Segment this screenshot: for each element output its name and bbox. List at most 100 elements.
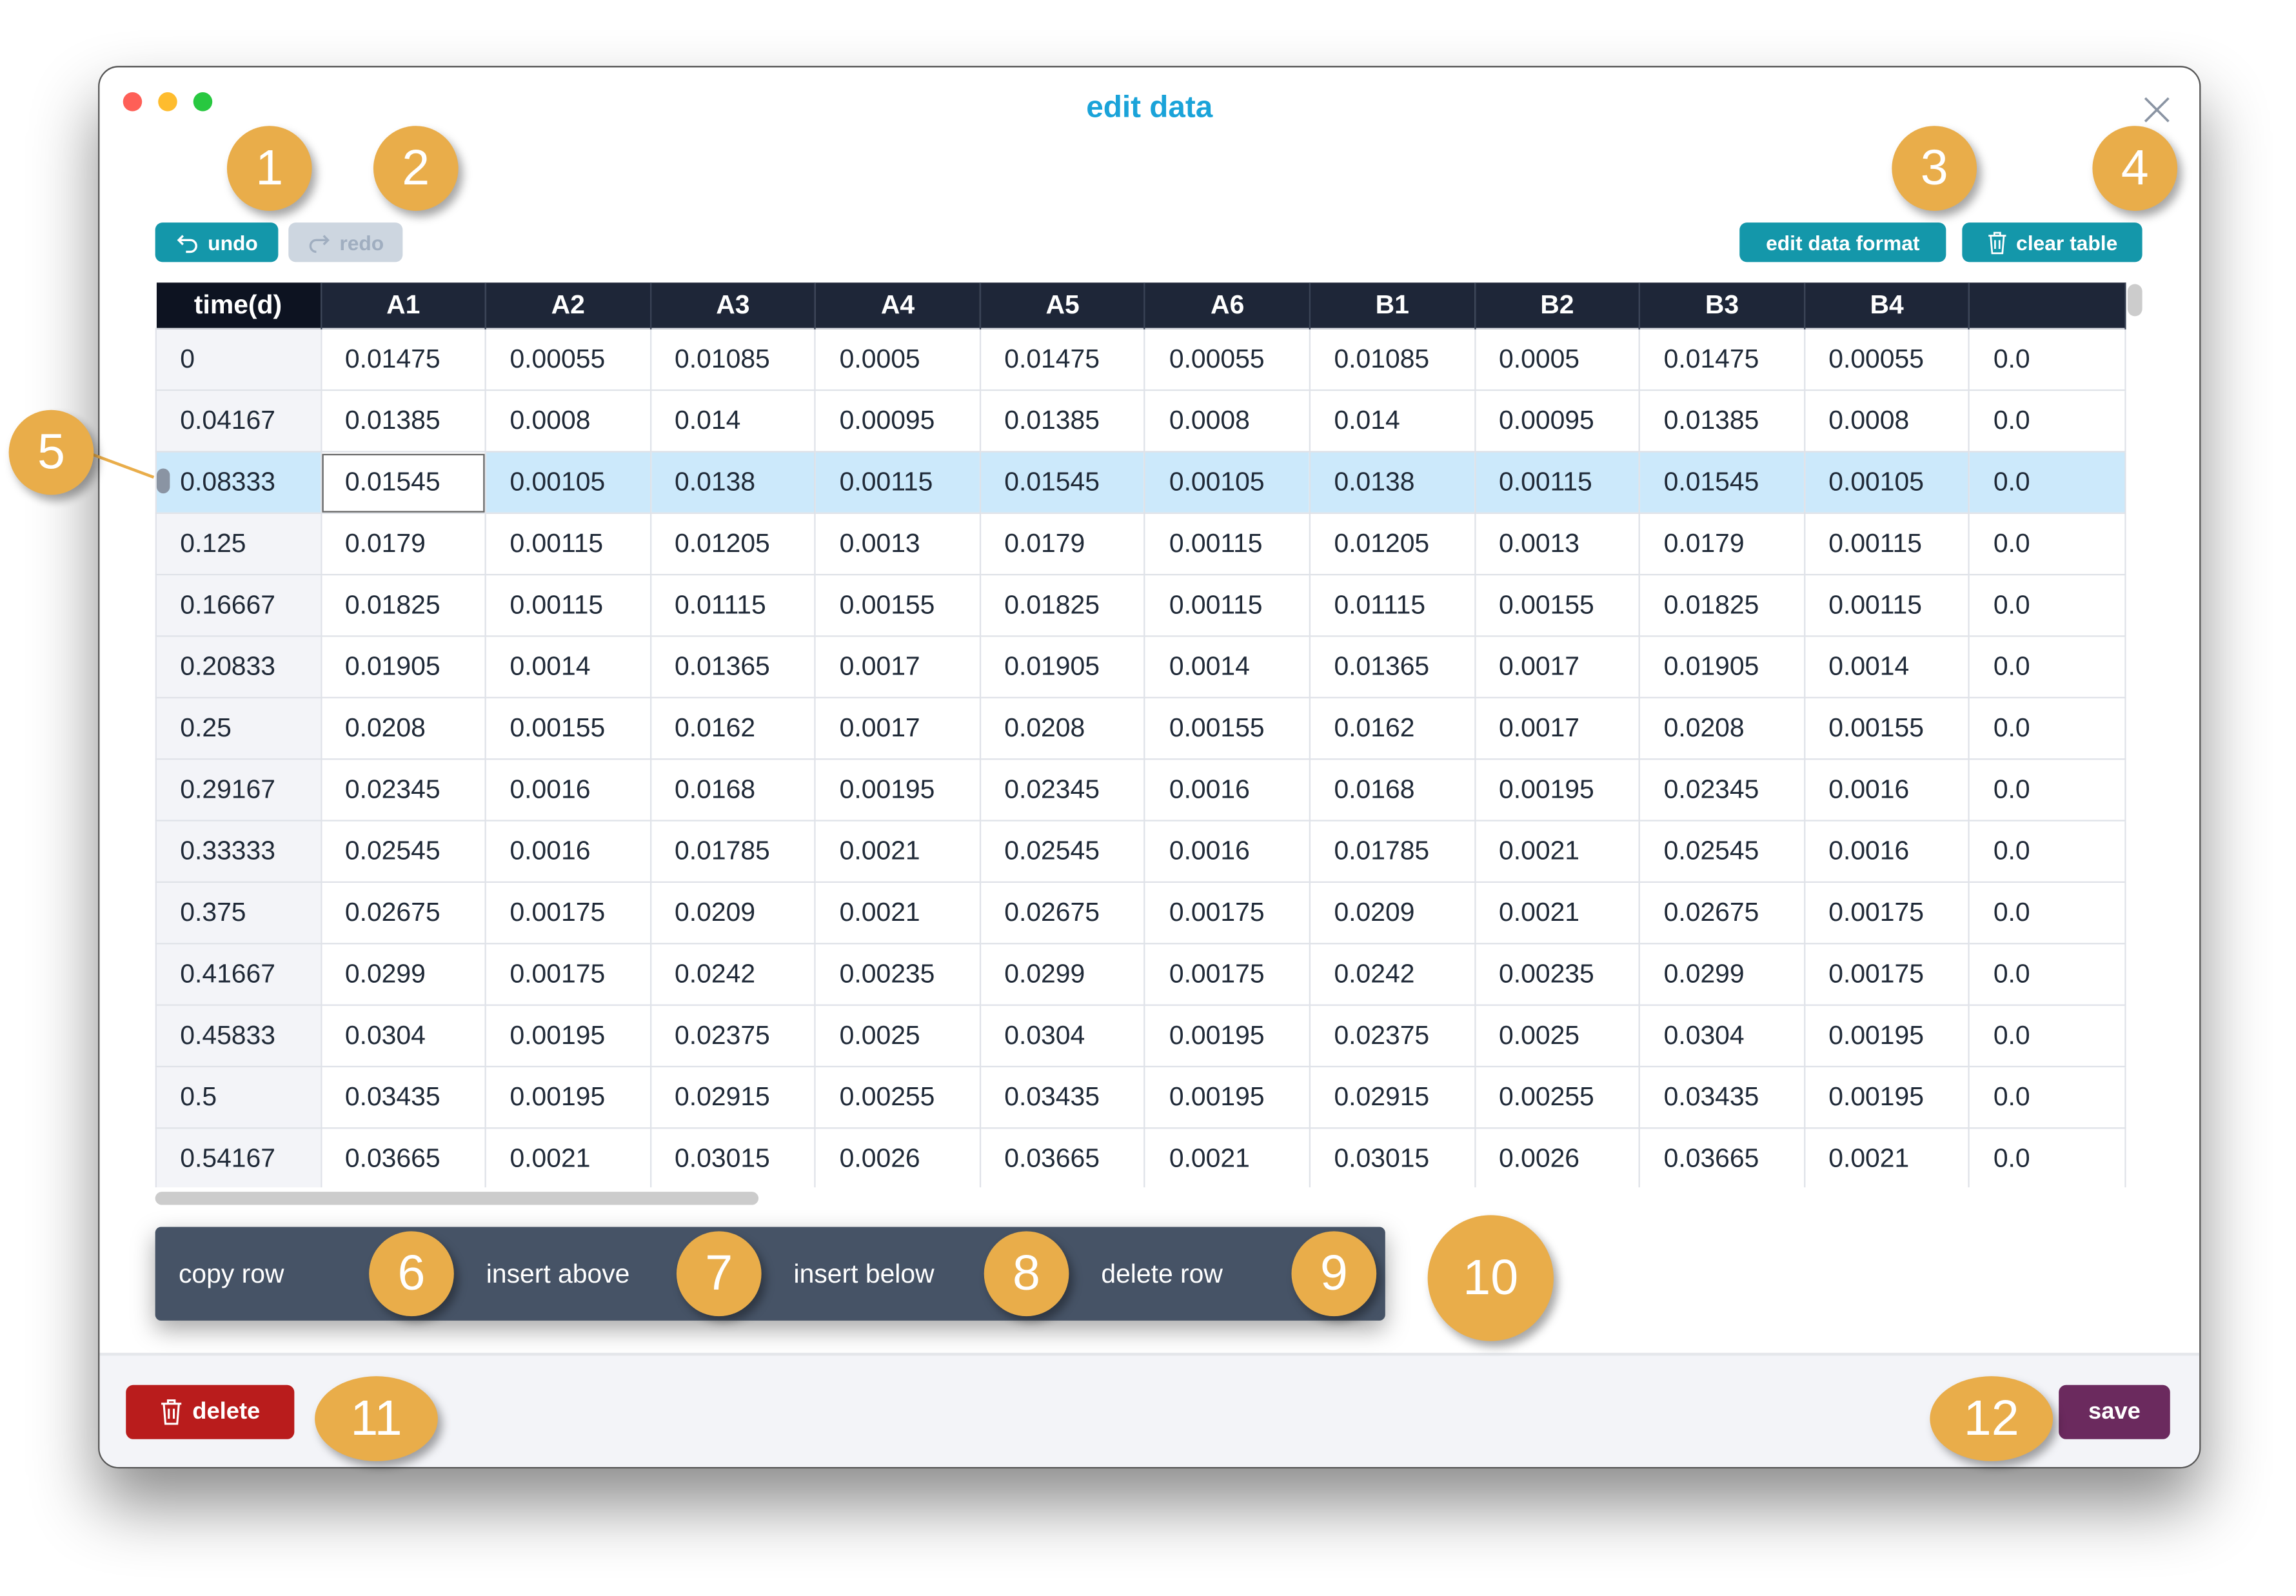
- data-cell[interactable]: 0.0017: [815, 696, 981, 760]
- delete-button[interactable]: delete: [126, 1384, 295, 1439]
- data-cell[interactable]: 0.0021: [1803, 1127, 1970, 1188]
- data-cell[interactable]: 0.00255: [1474, 1065, 1641, 1129]
- time-cell[interactable]: 0: [155, 328, 322, 391]
- data-cell[interactable]: 0.0016: [484, 758, 651, 822]
- data-cell[interactable]: 0.00115: [1803, 512, 1970, 576]
- data-cell[interactable]: 0.0005: [815, 328, 981, 391]
- data-cell[interactable]: 0.0021: [1474, 881, 1641, 945]
- time-cell[interactable]: 0.54167: [155, 1127, 322, 1188]
- data-cell[interactable]: 0.02675: [320, 881, 487, 945]
- data-cell[interactable]: 0.0: [1968, 881, 2126, 945]
- data-cell[interactable]: 0.0021: [1474, 820, 1641, 883]
- data-cell[interactable]: 0.00055: [1144, 328, 1311, 391]
- data-cell[interactable]: 0.00255: [815, 1065, 981, 1129]
- data-cell[interactable]: 0.01205: [649, 512, 816, 576]
- data-cell[interactable]: 0.01085: [649, 328, 816, 391]
- data-cell[interactable]: 0.01385: [1639, 389, 1805, 453]
- data-cell[interactable]: 0.0179: [320, 512, 487, 576]
- data-cell[interactable]: 0.01475: [979, 328, 1146, 391]
- redo-button[interactable]: redo: [288, 222, 403, 262]
- data-cell[interactable]: 0.0: [1968, 1065, 2126, 1129]
- column-header-a6[interactable]: A6: [1145, 282, 1311, 329]
- data-cell[interactable]: 0.00115: [1144, 512, 1311, 576]
- data-cell[interactable]: 0.0: [1968, 943, 2126, 1006]
- data-cell[interactable]: 0.0016: [1144, 758, 1311, 822]
- data-cell[interactable]: 0.0: [1968, 758, 2126, 822]
- time-cell[interactable]: 0.08333: [155, 451, 322, 514]
- data-cell[interactable]: 0.0162: [649, 696, 816, 760]
- data-cell[interactable]: 0.01085: [1309, 328, 1476, 391]
- data-cell[interactable]: 0.0016: [484, 820, 651, 883]
- column-header-b3[interactable]: B3: [1639, 282, 1805, 329]
- undo-button[interactable]: undo: [155, 222, 279, 262]
- data-cell[interactable]: 0.01905: [1639, 635, 1805, 698]
- data-cell[interactable]: 0.00115: [484, 512, 651, 576]
- data-cell[interactable]: 0.01545: [320, 451, 487, 514]
- data-cell[interactable]: 0.03665: [979, 1127, 1146, 1188]
- data-cell[interactable]: 0.02545: [1639, 820, 1805, 883]
- data-cell[interactable]: 0.02345: [979, 758, 1146, 822]
- data-cell[interactable]: 0.0304: [1639, 1004, 1805, 1068]
- data-cell[interactable]: 0.00055: [1803, 328, 1970, 391]
- menu-item-insert-above[interactable]: insert above 7: [462, 1227, 770, 1321]
- data-cell[interactable]: 0.00235: [815, 943, 981, 1006]
- data-cell[interactable]: 0.00095: [1474, 389, 1641, 453]
- data-cell[interactable]: 0.01825: [979, 573, 1146, 637]
- data-cell[interactable]: 0.0209: [649, 881, 816, 945]
- data-cell[interactable]: 0.00195: [1144, 1065, 1311, 1129]
- data-cell[interactable]: 0.0168: [649, 758, 816, 822]
- data-cell[interactable]: 0.00155: [1803, 696, 1970, 760]
- data-cell[interactable]: 0.014: [649, 389, 816, 453]
- close-icon[interactable]: [2144, 97, 2170, 123]
- data-cell[interactable]: 0.0026: [1474, 1127, 1641, 1188]
- time-cell[interactable]: 0.04167: [155, 389, 322, 453]
- data-cell[interactable]: 0.01365: [649, 635, 816, 698]
- data-cell[interactable]: 0.01475: [1639, 328, 1805, 391]
- time-cell[interactable]: 0.5: [155, 1065, 322, 1129]
- data-cell[interactable]: 0.0014: [484, 635, 651, 698]
- data-cell[interactable]: 0.0: [1968, 573, 2126, 637]
- data-cell[interactable]: 0.0179: [979, 512, 1146, 576]
- data-cell[interactable]: 0.00175: [1144, 943, 1311, 1006]
- data-cell[interactable]: 0.01475: [320, 328, 487, 391]
- data-cell[interactable]: 0.00195: [1474, 758, 1641, 822]
- data-cell[interactable]: 0.0: [1968, 635, 2126, 698]
- data-cell[interactable]: 0.0: [1968, 1004, 2126, 1068]
- data-cell[interactable]: 0.0013: [1474, 512, 1641, 576]
- save-button[interactable]: save: [2059, 1384, 2170, 1439]
- column-header-a1[interactable]: A1: [321, 282, 487, 329]
- data-cell[interactable]: 0.01115: [1309, 573, 1476, 637]
- data-cell[interactable]: 0.0017: [1474, 696, 1641, 760]
- data-cell[interactable]: 0.00155: [484, 696, 651, 760]
- column-header-b4[interactable]: B4: [1804, 282, 1970, 329]
- data-cell[interactable]: 0.00115: [484, 573, 651, 637]
- data-cell[interactable]: 0.0: [1968, 512, 2126, 576]
- column-header-a5[interactable]: A5: [980, 282, 1146, 329]
- column-header-a2[interactable]: A2: [485, 282, 651, 329]
- data-cell[interactable]: 0.0: [1968, 451, 2126, 514]
- data-cell[interactable]: 0.0: [1968, 328, 2126, 391]
- data-cell[interactable]: 0.0138: [649, 451, 816, 514]
- data-cell[interactable]: 0.0242: [649, 943, 816, 1006]
- data-cell[interactable]: 0.0021: [1144, 1127, 1311, 1188]
- data-cell[interactable]: 0.00155: [815, 573, 981, 637]
- window-maximize-light[interactable]: [193, 92, 213, 112]
- time-cell[interactable]: 0.25: [155, 696, 322, 760]
- data-cell[interactable]: 0.03015: [1309, 1127, 1476, 1188]
- menu-item-delete-row[interactable]: delete row 9: [1078, 1227, 1385, 1321]
- time-cell[interactable]: 0.125: [155, 512, 322, 576]
- menu-item-insert-below[interactable]: insert below 8: [770, 1227, 1078, 1321]
- data-cell[interactable]: 0.02375: [649, 1004, 816, 1068]
- time-cell[interactable]: 0.375: [155, 881, 322, 945]
- time-cell[interactable]: 0.33333: [155, 820, 322, 883]
- data-cell[interactable]: 0.02345: [320, 758, 487, 822]
- data-cell[interactable]: 0.0016: [1803, 820, 1970, 883]
- data-cell[interactable]: 0.02675: [979, 881, 1146, 945]
- data-cell[interactable]: 0.0008: [1144, 389, 1311, 453]
- data-cell[interactable]: 0.00195: [484, 1065, 651, 1129]
- data-cell[interactable]: 0.014: [1309, 389, 1476, 453]
- data-cell[interactable]: 0.00175: [1803, 881, 1970, 945]
- data-cell[interactable]: 0.00115: [1803, 573, 1970, 637]
- data-cell[interactable]: 0.00115: [1474, 451, 1641, 514]
- data-cell[interactable]: 0.01545: [1639, 451, 1805, 514]
